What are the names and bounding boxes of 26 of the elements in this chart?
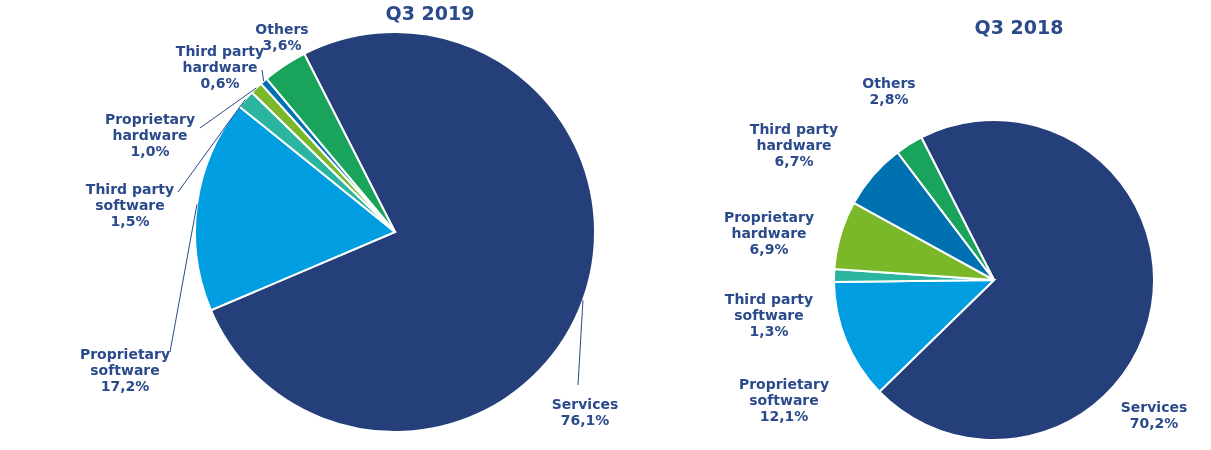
slice-label: Others: [255, 21, 309, 37]
data-label: 3,6%: [262, 37, 302, 53]
slice-label: Proprietary software: [738, 376, 830, 408]
data-label: 1,3%: [749, 323, 789, 339]
slice-label: Services: [551, 396, 619, 412]
data-label: 2,8%: [869, 91, 909, 107]
data-label: 12,1%: [759, 408, 809, 424]
slice-label: Third party software: [724, 291, 814, 323]
data-label: 17,2%: [100, 378, 150, 394]
data-label: 6,7%: [774, 153, 814, 169]
data-label: 1,0%: [130, 143, 170, 159]
data-label: 70,2%: [1129, 415, 1179, 431]
slice-label: Proprietary software: [79, 346, 171, 378]
chart-title: Q3 2018: [974, 16, 1064, 38]
slice-label: Third party hardware: [175, 43, 265, 75]
data-label: 1,5%: [110, 213, 150, 229]
data-label: 6,9%: [749, 241, 789, 257]
slice-label: Third party software: [85, 181, 175, 213]
slice-label: Services: [1120, 399, 1188, 415]
slice-label: Proprietary hardware: [104, 111, 196, 143]
data-label: 76,1%: [560, 412, 610, 428]
data-label: 0,6%: [200, 75, 240, 91]
slice-label: Proprietary hardware: [723, 209, 815, 241]
chart-title: Q3 2019: [385, 2, 475, 24]
slice-label: Third party hardware: [749, 121, 839, 153]
slice-label: Others: [862, 75, 916, 91]
